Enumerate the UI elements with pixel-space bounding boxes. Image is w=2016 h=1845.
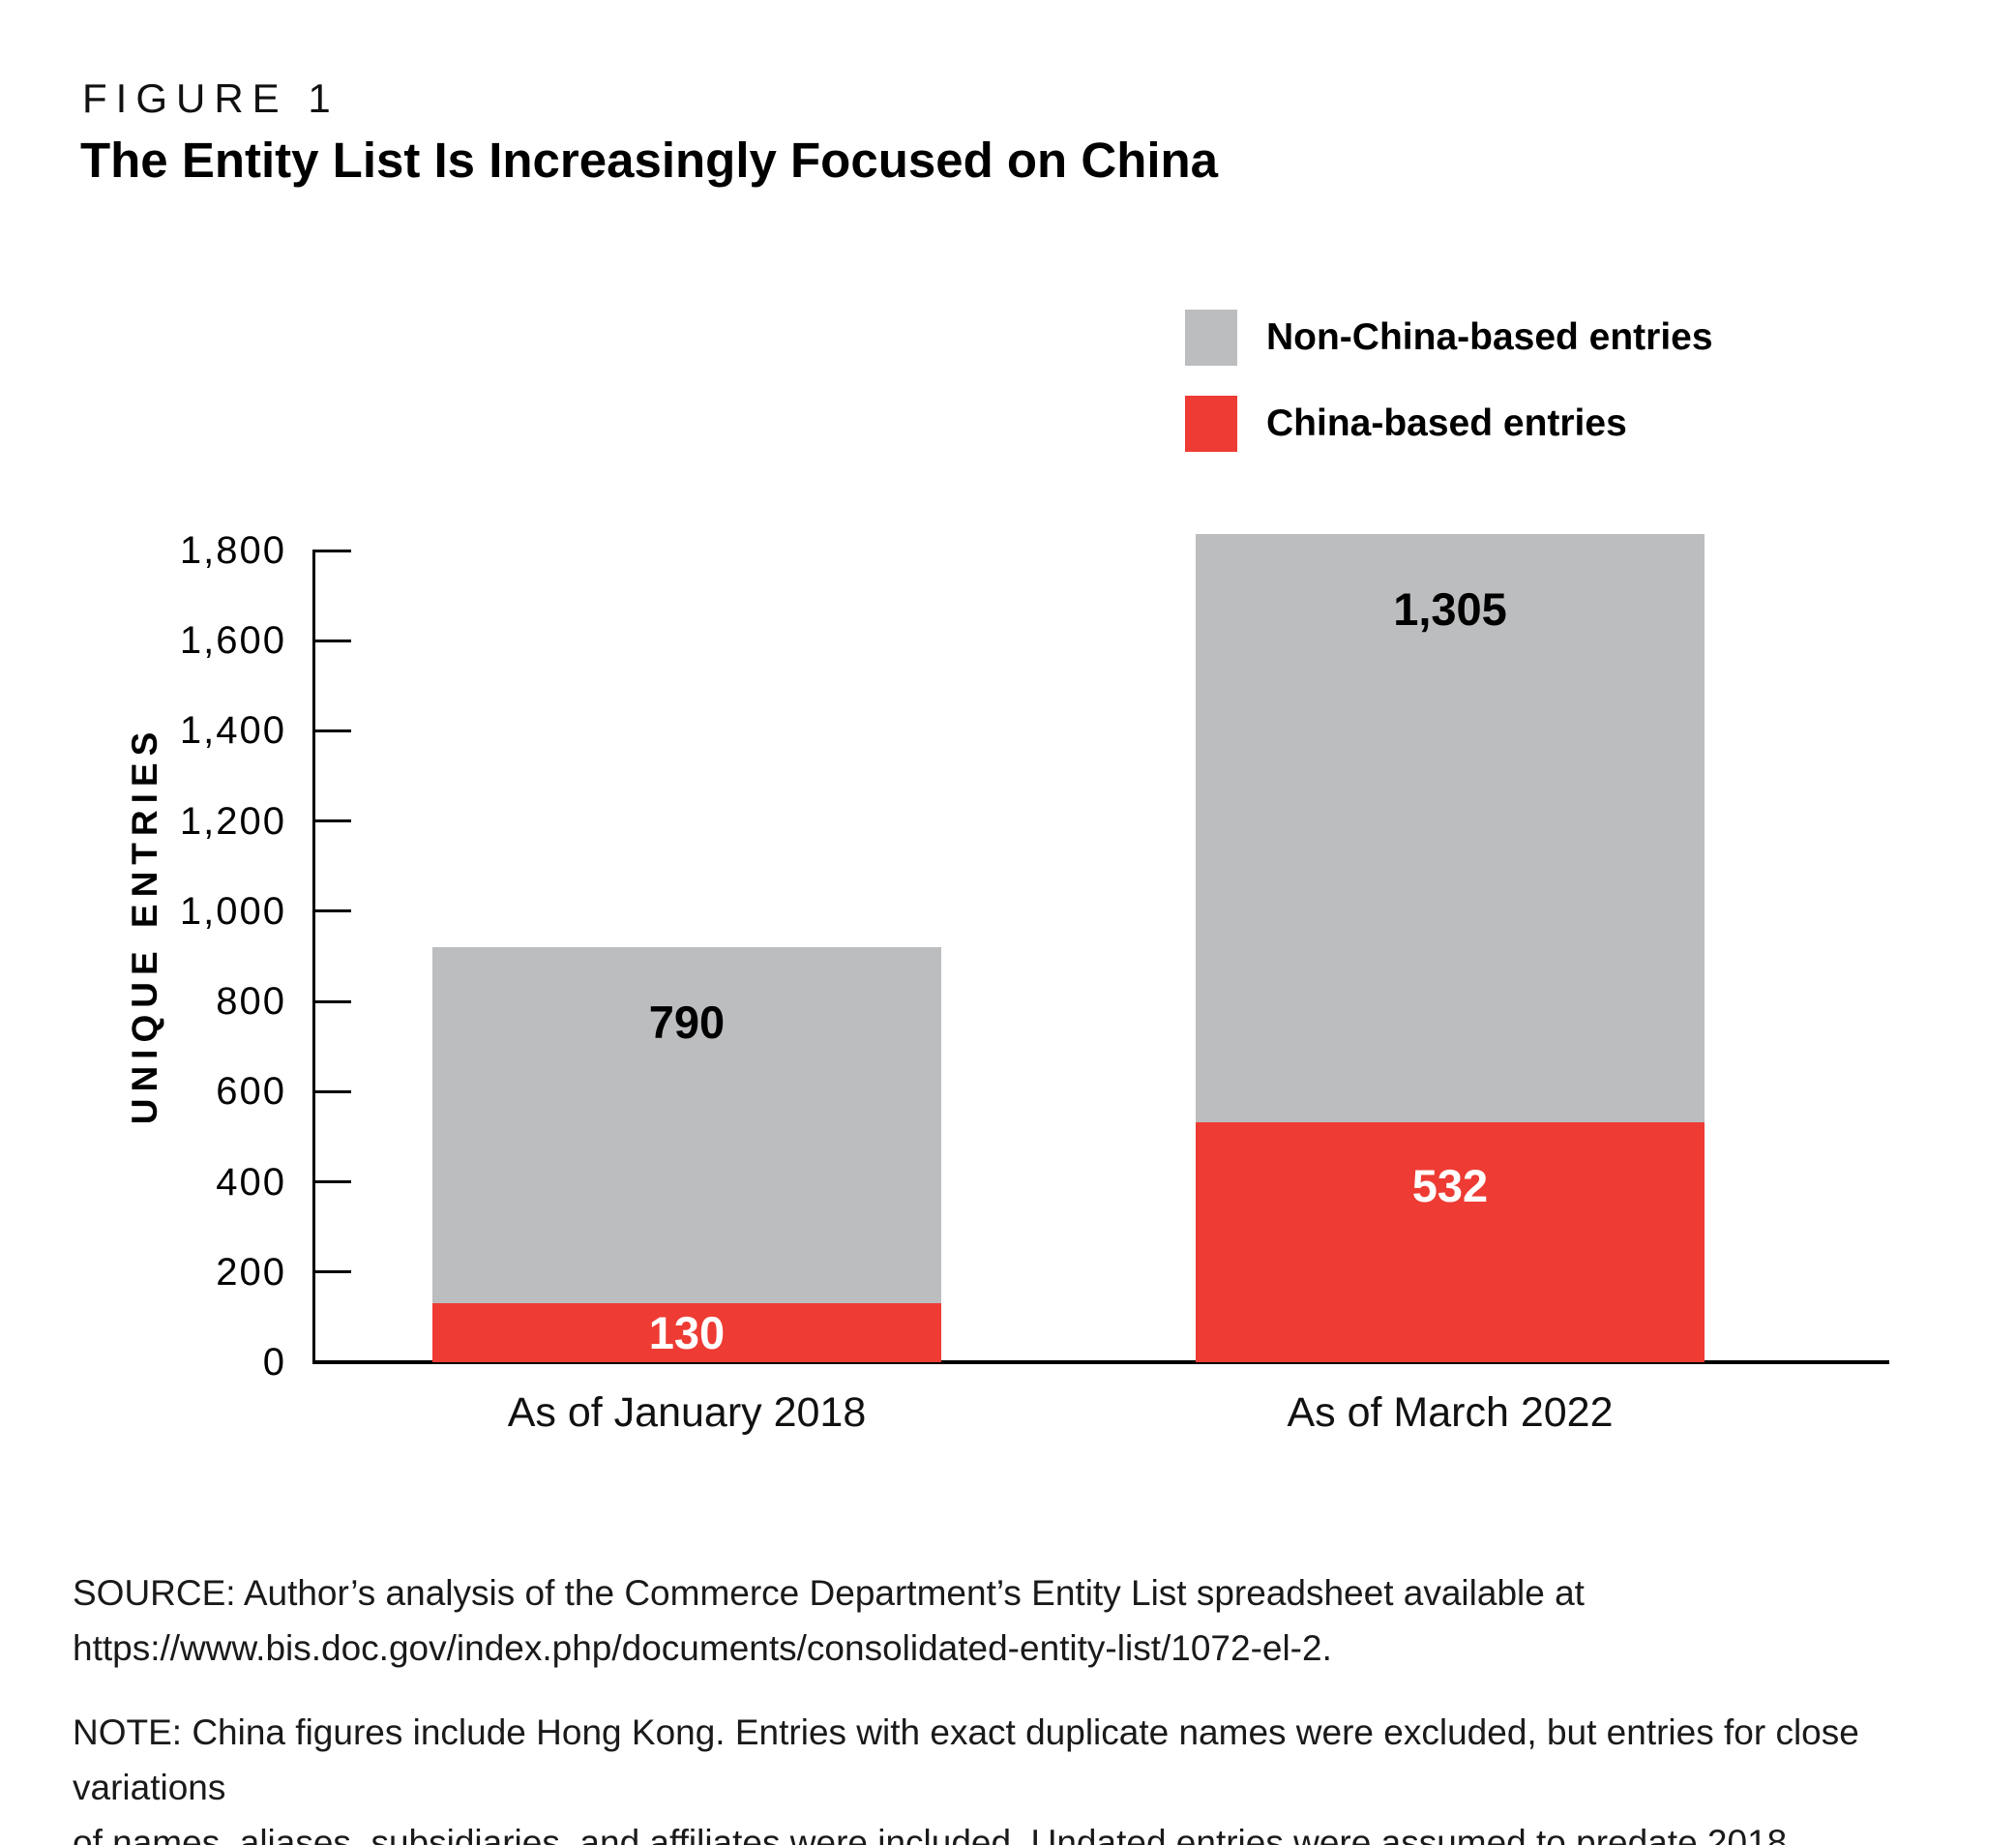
y-tick (312, 639, 351, 642)
source-text: SOURCE: Author’s analysis of the Commerc… (73, 1573, 1585, 1668)
note-text: NOTE: China figures include Hong Kong. E… (73, 1712, 1859, 1845)
y-tick (312, 909, 351, 913)
figure-label: FIGURE 1 (82, 75, 340, 121)
bar-value-label: 1,305 (1393, 582, 1507, 635)
legend-label: Non-China-based entries (1266, 316, 1713, 358)
y-tick (312, 1180, 351, 1184)
bar-segment (432, 947, 941, 1304)
y-tick-label: 1,200 (179, 799, 286, 843)
chart-title: The Entity List Is Increasingly Focused … (80, 133, 1219, 188)
y-tick-label: 600 (216, 1070, 286, 1114)
y-tick (312, 999, 351, 1003)
legend-item-non-china: Non-China-based entries (1185, 310, 1713, 366)
legend-item-china: China-based entries (1185, 396, 1713, 452)
x-category-label: As of March 2022 (1287, 1389, 1614, 1436)
y-tick (312, 1089, 351, 1093)
x-category-label: As of January 2018 (507, 1389, 867, 1436)
y-tick (312, 819, 351, 823)
bar-value-label: 790 (648, 997, 726, 1049)
y-tick (312, 1270, 351, 1274)
bar-segment (432, 1303, 941, 1362)
y-tick-label: 400 (216, 1160, 286, 1204)
bar-value-label: 532 (1411, 1160, 1489, 1212)
y-tick-label: 0 (262, 1341, 286, 1384)
bar-value-label: 130 (648, 1306, 726, 1358)
bar-segment (1196, 1122, 1705, 1362)
y-tick-label: 200 (216, 1250, 286, 1294)
y-tick-label: 1,000 (179, 889, 286, 933)
legend-swatch-gray (1185, 310, 1237, 366)
legend: Non-China-based entries China-based entr… (1185, 310, 1713, 482)
y-tick (312, 729, 351, 732)
y-tick-label: 1,400 (179, 709, 286, 753)
y-tick-label: 800 (216, 980, 286, 1024)
bar-segment (1196, 533, 1705, 1123)
y-axis-line (312, 551, 315, 1362)
legend-swatch-red (1185, 396, 1237, 452)
y-tick-label: 1,800 (179, 529, 286, 572)
y-tick-label: 1,600 (179, 619, 286, 663)
y-tick (312, 549, 351, 552)
legend-label: China-based entries (1266, 402, 1627, 444)
x-axis-line (312, 1360, 1889, 1364)
